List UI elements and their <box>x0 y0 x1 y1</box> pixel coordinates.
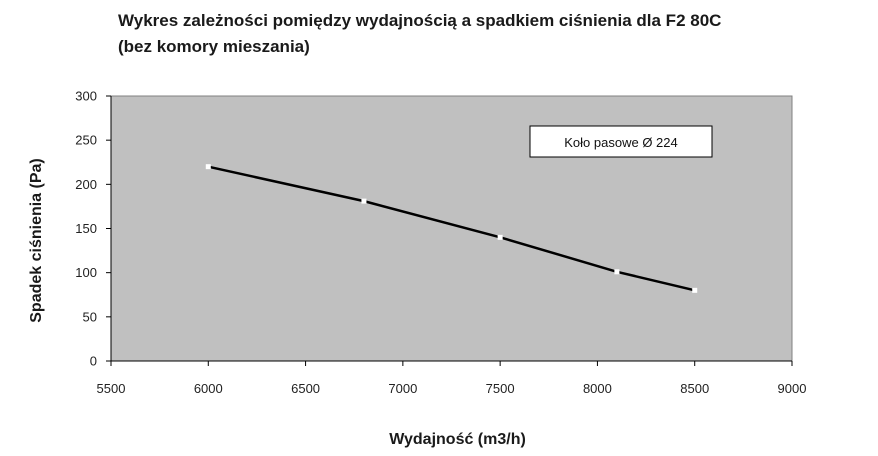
y-axis-ticks: 0 50 100 150 200 250 300 <box>75 89 111 369</box>
y-tick-label: 300 <box>75 89 97 104</box>
chart-title-line-1: Wykres zależności pomiędzy wydajnością a… <box>118 11 722 30</box>
y-tick-label: 200 <box>75 177 97 192</box>
data-point <box>205 164 211 170</box>
x-axis-title: Wydajność (m3/h) <box>389 431 526 448</box>
x-axis-ticks: 5500 6000 6500 7000 7500 8000 8500 9000 <box>97 361 807 396</box>
data-point <box>614 269 620 275</box>
y-axis-title: Spadek ciśnienia (Pa) <box>28 158 45 323</box>
x-tick-label: 5500 <box>97 381 126 396</box>
y-tick-label: 150 <box>75 221 97 236</box>
x-tick-label: 6500 <box>291 381 320 396</box>
data-point <box>692 287 698 293</box>
x-tick-label: 8500 <box>680 381 709 396</box>
legend-box <box>529 125 713 158</box>
y-tick-label: 0 <box>90 354 97 369</box>
y-tick-label: 100 <box>75 265 97 280</box>
x-tick-label: 6000 <box>194 381 223 396</box>
x-tick-label: 8000 <box>583 381 612 396</box>
y-tick-label: 250 <box>75 133 97 148</box>
chart-title: Wykres zależności pomiędzy wydajnością a… <box>118 8 721 60</box>
chart-title-line-2: (bez komory mieszania) <box>118 37 310 56</box>
legend-label: Koło pasowe Ø 224 <box>564 135 677 150</box>
x-tick-label: 7000 <box>388 381 417 396</box>
y-tick-label: 50 <box>83 309 97 324</box>
x-tick-label: 9000 <box>778 381 807 396</box>
legend: Koło pasowe Ø 224 <box>529 125 713 158</box>
x-tick-label: 7500 <box>486 381 515 396</box>
series-markers <box>205 164 698 293</box>
data-point <box>361 198 367 204</box>
data-point <box>497 234 503 240</box>
